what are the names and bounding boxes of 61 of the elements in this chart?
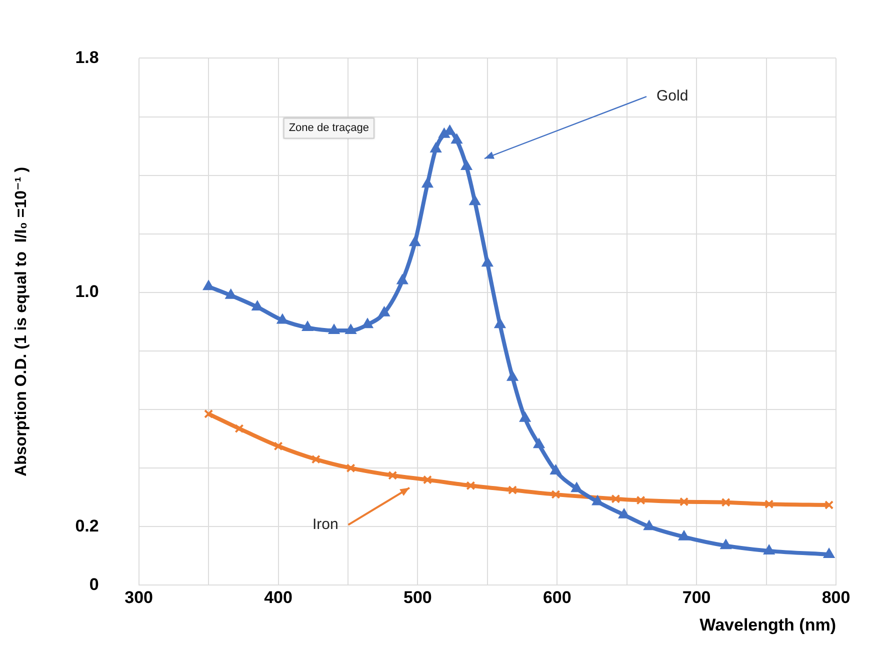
point — [203, 280, 214, 290]
point — [592, 496, 603, 506]
point — [311, 454, 320, 464]
point — [451, 134, 462, 144]
point — [644, 520, 654, 530]
point — [678, 530, 690, 540]
x-tick-label: 500 — [404, 588, 432, 608]
point — [482, 257, 493, 267]
text: Gold — [656, 88, 688, 105]
point — [397, 274, 408, 284]
point — [470, 196, 480, 206]
point — [679, 497, 689, 506]
point — [551, 490, 560, 499]
point — [494, 318, 506, 328]
point — [274, 442, 283, 451]
point — [507, 371, 518, 381]
point — [345, 324, 356, 334]
point — [508, 486, 518, 495]
point — [328, 324, 340, 334]
point — [611, 494, 620, 504]
point — [378, 306, 390, 316]
point — [720, 540, 732, 550]
y-tick-label: 1.8 — [75, 48, 99, 67]
point — [636, 496, 646, 505]
point — [520, 412, 530, 422]
text: Iron — [312, 516, 338, 533]
y-tick-label: 0.2 — [75, 516, 99, 536]
y-tick-label: 0 — [89, 574, 99, 594]
annotation: Zone de traçage — [288, 122, 369, 134]
x-axis-title: Wavelength (nm) — [700, 615, 836, 634]
point — [534, 438, 544, 448]
point — [252, 301, 263, 311]
point — [466, 481, 476, 490]
point — [550, 465, 562, 475]
point — [277, 314, 288, 324]
x-tick-label: 300 — [124, 588, 154, 608]
point — [362, 318, 373, 328]
point — [764, 544, 774, 554]
point — [461, 160, 472, 170]
point — [234, 424, 244, 434]
point — [824, 500, 834, 510]
point — [346, 464, 356, 473]
x-tick-label: 700 — [682, 588, 711, 608]
x-tick-label: 600 — [542, 588, 572, 608]
point — [422, 178, 433, 188]
point — [618, 508, 630, 518]
y-axis-title: Absorption O.D. (1 is equal to I/I₀ =10⁻¹ ) — [13, 166, 30, 476]
point — [422, 475, 432, 484]
point — [204, 409, 214, 418]
point — [302, 322, 313, 332]
point — [571, 482, 582, 492]
point — [764, 500, 774, 509]
point — [824, 548, 834, 558]
x-tick-label: 400 — [264, 588, 292, 608]
point — [226, 289, 236, 299]
y-tick-label: 1.0 — [75, 282, 99, 302]
point — [430, 142, 442, 152]
point — [721, 498, 730, 507]
point — [388, 470, 398, 480]
x-tick-label: 800 — [822, 588, 850, 608]
point — [410, 236, 420, 246]
